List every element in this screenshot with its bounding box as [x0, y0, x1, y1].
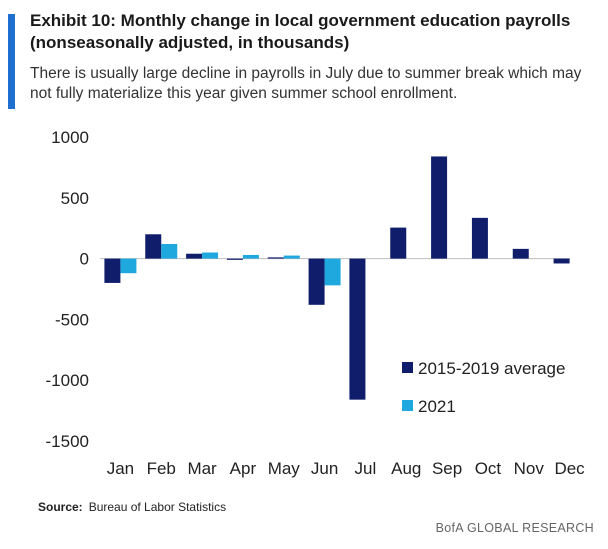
x-tick-label: Sep [432, 459, 462, 478]
x-tick-label: Jul [355, 459, 377, 478]
bar-avg-jul [349, 258, 366, 400]
y-tick-label: -1500 [46, 432, 89, 451]
x-tick-label: May [268, 459, 301, 478]
x-tick-label: Jun [311, 459, 338, 478]
bar-avg-may [267, 257, 284, 259]
legend-label-avg: 2015-2019 average [418, 359, 565, 378]
y-tick-label: -1000 [46, 371, 89, 390]
x-tick-label: Jan [107, 459, 134, 478]
brand-footer: BofA GLOBAL RESEARCH [435, 521, 594, 535]
x-tick-label: Dec [554, 459, 585, 478]
y-tick-label: 1000 [51, 128, 89, 147]
bar-avg-aug [390, 227, 407, 259]
legend: 2015-2019 average 2021 [402, 359, 565, 416]
x-axis-ticks: Jan Feb Mar Apr May Jun Jul Aug Sep Oct Nov Dec [107, 459, 585, 478]
legend-swatch-avg [402, 362, 413, 373]
legend-swatch-2021 [402, 400, 413, 411]
x-tick-label: Feb [147, 459, 176, 478]
bar-2021-feb [161, 244, 178, 259]
bar-avg-jun [308, 258, 325, 305]
chart-title: Exhibit 10: Monthly change in local gove… [30, 11, 571, 52]
accent-bar [8, 14, 15, 109]
y-axis-ticks: 1000 500 0 -500 -1000 -1500 [46, 128, 89, 451]
chart-subtitle: There is usually large decline in payrol… [30, 65, 582, 102]
source-label: Source: [38, 500, 83, 514]
x-tick-label: Mar [187, 459, 217, 478]
x-tick-label: Nov [514, 459, 545, 478]
bar-2021-jun [324, 258, 341, 286]
bar-2021-may [283, 255, 300, 259]
bar-2021-jan [120, 258, 137, 274]
bar-avg-feb [145, 234, 162, 259]
bar-2021-mar [202, 252, 219, 259]
y-tick-label: 0 [80, 250, 89, 269]
x-tick-label: Apr [230, 459, 257, 478]
bar-avg-jan [104, 258, 121, 283]
bar-avg-oct [471, 217, 488, 259]
y-tick-label: 500 [61, 189, 89, 208]
bar-avg-mar [186, 253, 203, 259]
x-tick-label: Oct [475, 459, 502, 478]
x-tick-label: Aug [391, 459, 421, 478]
bar-2021-apr [242, 254, 259, 259]
bar-avg-nov [512, 248, 529, 259]
bar-avg-sep [431, 156, 448, 259]
bars [104, 156, 570, 400]
source-text: Bureau of Labor Statistics [88, 500, 227, 514]
bar-avg-dec [553, 258, 570, 264]
y-tick-label: -500 [55, 310, 89, 329]
source-note: Source: Bureau of Labor Statistics [38, 500, 226, 514]
legend-label-2021: 2021 [418, 397, 456, 416]
bar-avg-apr [226, 258, 243, 260]
